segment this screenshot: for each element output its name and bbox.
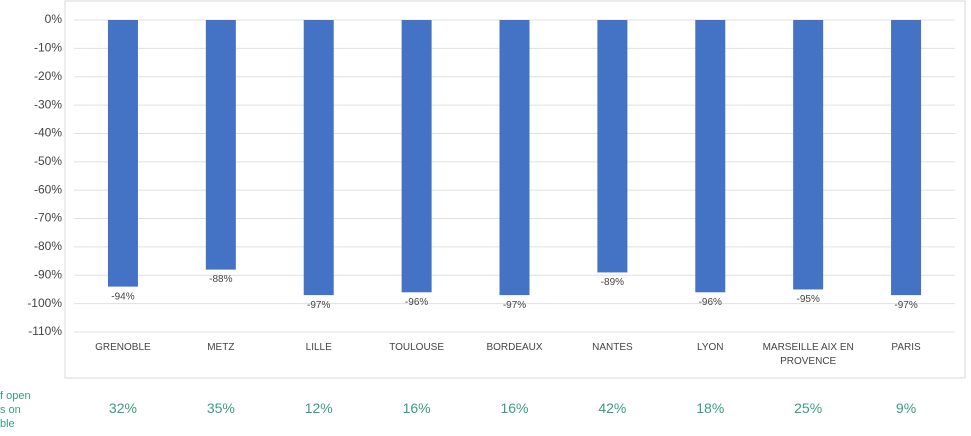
x-tick-label: PARIS (891, 342, 921, 353)
y-tick-label: -80% (34, 239, 62, 253)
footer-cell: 12% (304, 400, 333, 416)
x-tick-label: LILLE (305, 342, 332, 353)
footer-cell: 32% (108, 400, 137, 416)
row-label: f open (0, 390, 31, 402)
y-tick-label: -60% (34, 182, 62, 196)
data-label: -96% (405, 297, 428, 308)
footer-cell: 35% (206, 400, 235, 416)
footer-cell: 9% (895, 400, 917, 416)
footer-cell: 16% (402, 400, 431, 416)
bar (891, 20, 922, 296)
row-label: ble (0, 418, 15, 430)
bar (695, 20, 726, 293)
bar (499, 20, 530, 296)
data-label: -97% (894, 300, 917, 311)
bar (401, 20, 432, 293)
data-label: -97% (503, 300, 526, 311)
y-tick-label: 0% (45, 12, 63, 26)
bar (303, 20, 334, 296)
footer-cell: 25% (794, 400, 823, 416)
data-label: -95% (796, 294, 819, 305)
y-tick-label: -90% (34, 267, 62, 281)
y-tick-label: -30% (34, 97, 62, 111)
data-label: -96% (699, 297, 722, 308)
y-tick-label: -20% (34, 69, 62, 83)
footer-cell: 16% (500, 400, 529, 416)
x-tick-label: LYON (697, 342, 724, 353)
y-tick-label: -110% (28, 324, 62, 338)
x-tick-label: BORDEAUX (486, 342, 543, 353)
y-tick-label: -50% (34, 154, 62, 168)
y-tick-label: -40% (34, 126, 62, 140)
x-tick-label: TOULOUSE (389, 342, 445, 353)
data-label: -94% (111, 291, 134, 302)
y-tick-label: -10% (34, 41, 62, 55)
bar (793, 20, 824, 290)
x-tick-label: GRENOBLE (95, 342, 151, 353)
bar (205, 20, 236, 270)
y-tick-label: -100% (27, 296, 62, 310)
data-label: -88% (209, 274, 232, 285)
bar (107, 20, 138, 287)
bar (597, 20, 628, 273)
x-tick-label: MARSEILLE AIX EN PROVENCE (762, 342, 854, 367)
data-label: -89% (601, 277, 624, 288)
footer-cell: 42% (598, 400, 627, 416)
row-label: s on (0, 404, 21, 416)
y-tick-label: -70% (34, 211, 62, 225)
chart-frame (64, 0, 966, 379)
footer-cell: 18% (696, 400, 725, 416)
x-tick-label: NANTES (592, 342, 633, 353)
x-tick-label: METZ (207, 342, 235, 353)
data-label: -97% (307, 300, 330, 311)
